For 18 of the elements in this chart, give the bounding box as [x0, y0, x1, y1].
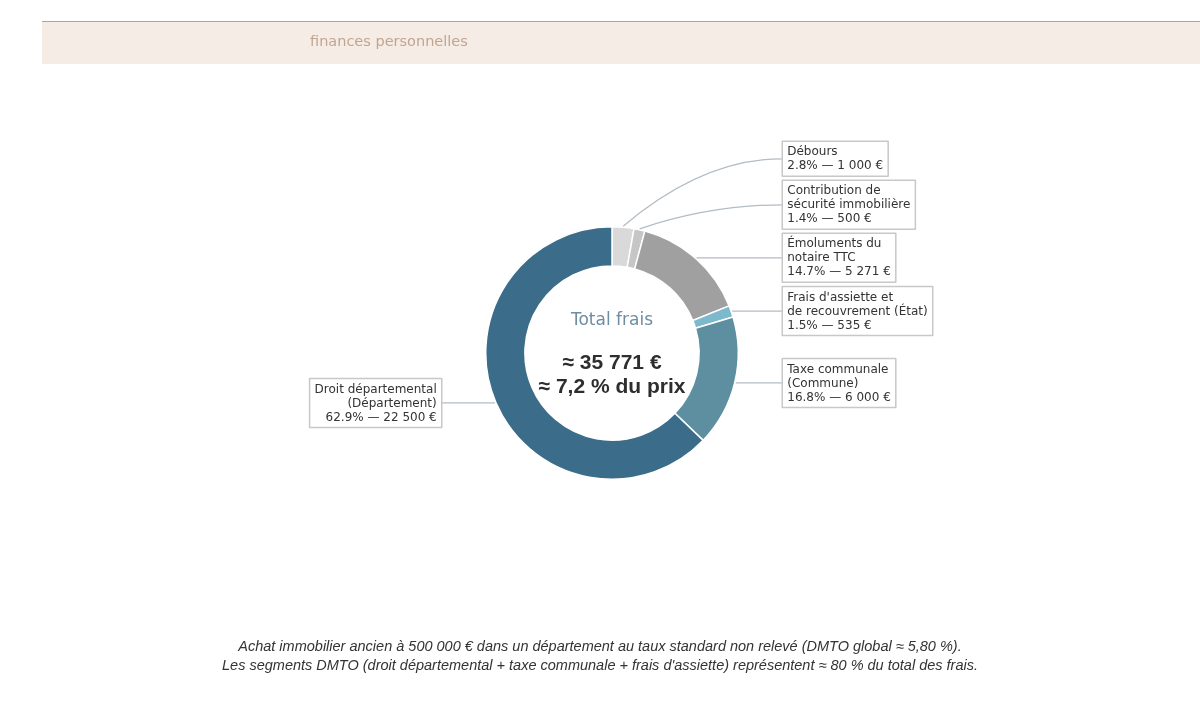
text: ≈ 35 771 € — [562, 349, 662, 373]
data-label: 1.5% — 535 € — [787, 317, 872, 332]
slice-label: Débours — [787, 144, 838, 159]
slice-label: Frais d'assiette et de recouvrement (État) — [787, 289, 928, 318]
text: ≈ 7,2 % du prix — [538, 373, 686, 397]
slice-label: Droit départemental (Département) — [314, 381, 437, 410]
text: Achat immobilier ancien à 500 000 € dans un département au taux standard non relevé (DMTO global ≈ 5,80 %). — [236, 637, 963, 656]
data-label: 62.9% — 22 500 € — [325, 409, 437, 424]
slice-label: Émoluments du notaire TTC — [787, 235, 882, 265]
slice-label: Taxe communale (Commune) — [786, 361, 889, 390]
data-label: 1.4% — 500 € — [787, 211, 872, 226]
data-label: 2.8% — 1 000 € — [787, 158, 884, 173]
text: Total frais — [569, 309, 654, 330]
slice-label: Contribution de sécurité immobilière — [787, 183, 911, 212]
chart-subtitle: finances personnelles — [310, 33, 468, 49]
data-label: 14.7% — 5 271 € — [787, 264, 891, 279]
data-label: 16.8% — 6 000 € — [787, 389, 891, 404]
text: Les segments DMTO (droit départemental + taxe communale + frais d'assiette) représentent ≈ 80 % du total des frais. — [221, 656, 979, 675]
